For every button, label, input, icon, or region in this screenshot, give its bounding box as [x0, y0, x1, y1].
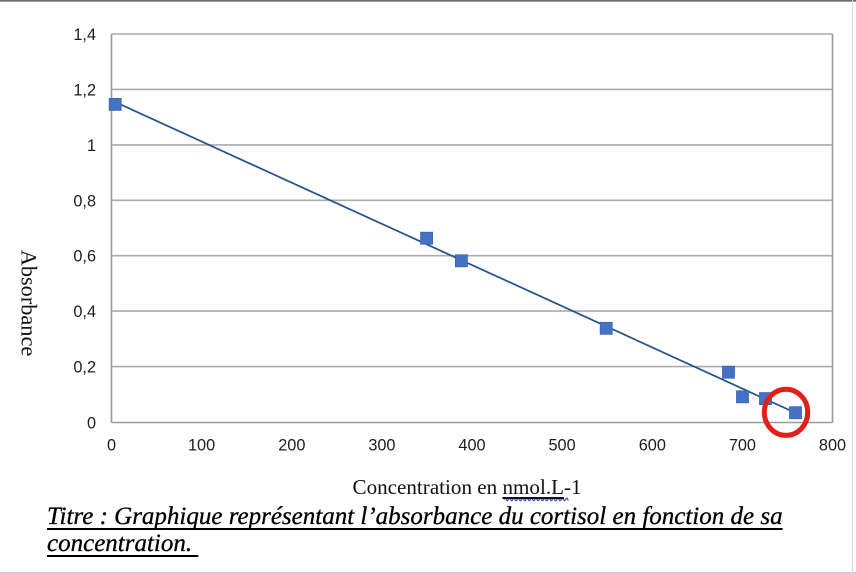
- svg-text:800: 800: [819, 436, 846, 454]
- svg-text:300: 300: [368, 436, 395, 454]
- svg-text:0,6: 0,6: [73, 248, 96, 266]
- svg-text:600: 600: [639, 436, 666, 454]
- svg-text:1: 1: [87, 137, 96, 155]
- svg-text:100: 100: [188, 436, 215, 454]
- svg-text:400: 400: [458, 436, 485, 454]
- svg-text:200: 200: [278, 436, 305, 454]
- svg-text:0: 0: [107, 436, 116, 454]
- svg-text:0,4: 0,4: [73, 303, 96, 321]
- svg-text:500: 500: [549, 436, 576, 454]
- svg-text:0,2: 0,2: [73, 359, 96, 377]
- svg-text:0,8: 0,8: [73, 192, 96, 210]
- svg-text:700: 700: [729, 436, 756, 454]
- svg-text:0: 0: [87, 415, 96, 433]
- svg-text:1,2: 1,2: [73, 81, 96, 99]
- svg-text:1,4: 1,4: [73, 26, 96, 44]
